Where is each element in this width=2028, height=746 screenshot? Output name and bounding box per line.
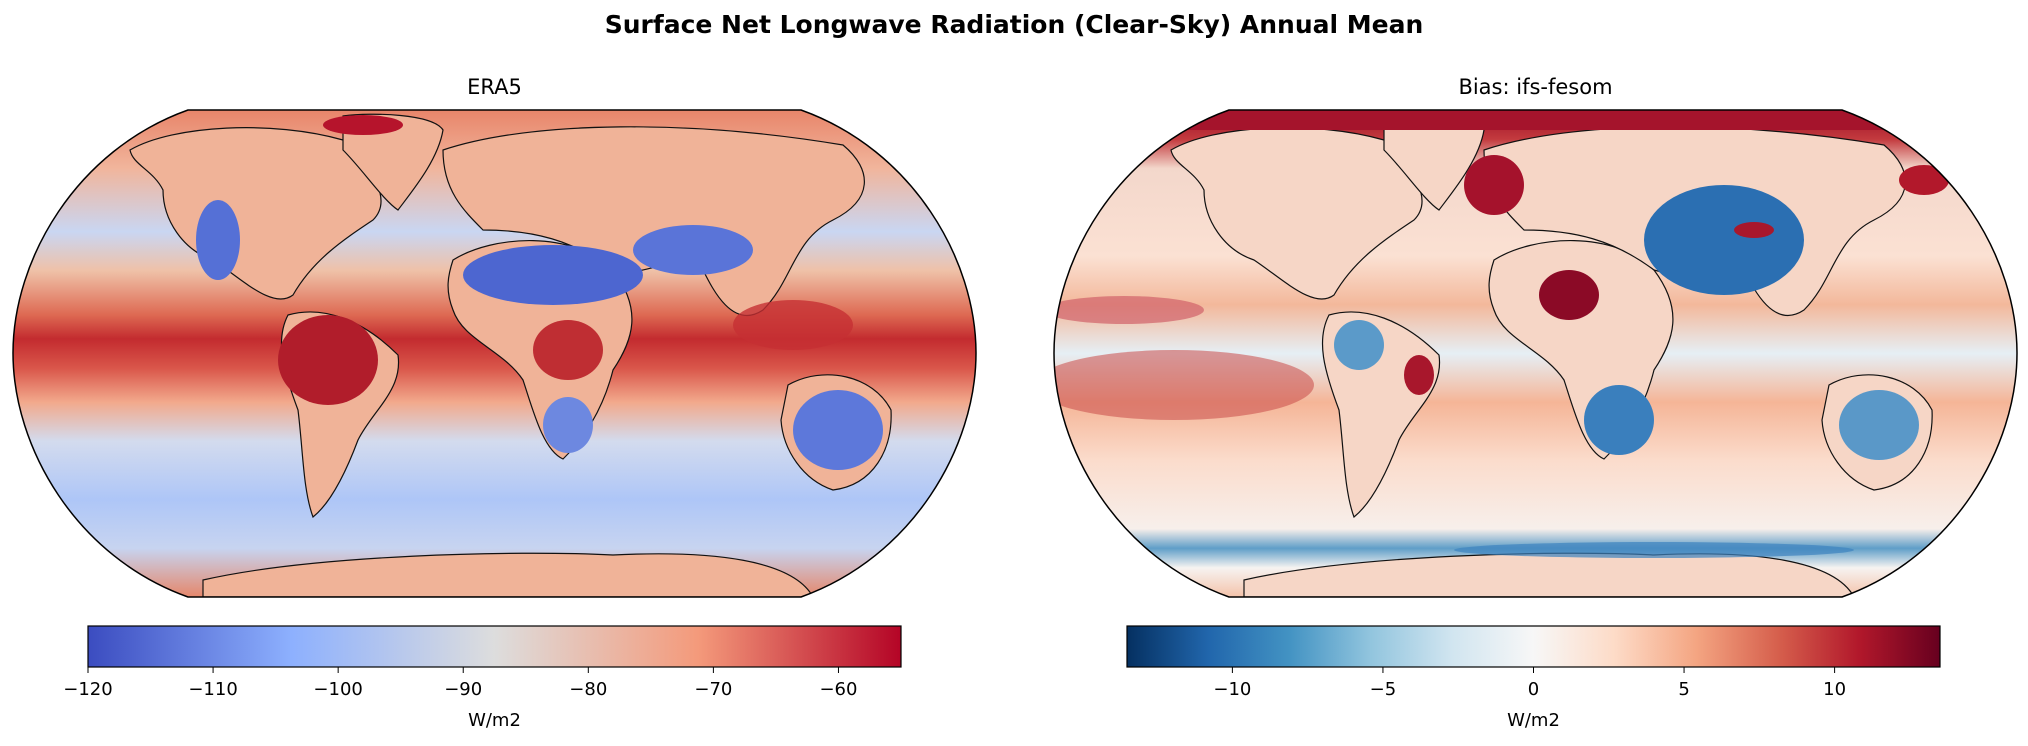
era5-colorbar	[87, 625, 902, 668]
era5-kalahari	[543, 397, 593, 453]
era5-map	[12, 109, 977, 598]
era5-colorbar-tick-label: −100	[313, 679, 362, 700]
bias-arctic	[1054, 110, 2017, 130]
era5-colorbar-tick-label: −110	[188, 679, 237, 700]
bias-colorbar-tick-label: −10	[1213, 679, 1251, 700]
era5-colorbar-tick-label: −120	[63, 679, 112, 700]
right-map-title: Bias: ifs-fesom	[1458, 75, 1613, 99]
era5-western-us	[196, 200, 240, 280]
era5-maritime-continent	[733, 300, 853, 350]
era5-colorbar-tick-label: −60	[819, 679, 857, 700]
bias-east-siberia	[1899, 165, 1949, 195]
bias-southern-africa	[1584, 385, 1654, 455]
bias-brazil-east	[1404, 355, 1434, 395]
bias-colorbar-tick-label: 0	[1528, 679, 1539, 700]
era5-amazon	[278, 315, 378, 405]
bias-colorbar-tick-label: 5	[1678, 679, 1689, 700]
era5-colorbar-tick-label: −90	[444, 679, 482, 700]
bias-colorbar-tick-label: −5	[1370, 679, 1397, 700]
left-map-title: ERA5	[467, 75, 522, 99]
era5-colorbar-ticks: −120 −110 −100 −90 −80 −70 −60	[63, 667, 857, 700]
era5-congo	[533, 320, 603, 380]
figure-title: Surface Net Longwave Radiation (Clear-Sk…	[604, 10, 1424, 39]
era5-sahara-arabia	[463, 245, 643, 305]
era5-colorbar-tick-label: −80	[569, 679, 607, 700]
bias-tibet-india	[1644, 185, 1804, 295]
era5-australia-interior	[793, 390, 883, 470]
bias-colorbar-label: W/m2	[1507, 710, 1560, 731]
bias-australia	[1839, 390, 1919, 460]
bias-colorbar-tick-label: 10	[1823, 679, 1846, 700]
bias-map	[1053, 109, 2018, 598]
bias-amazon	[1334, 320, 1384, 370]
bias-south-pacific	[1054, 350, 1314, 420]
bias-north-atlantic	[1464, 155, 1524, 215]
era5-greenland-north	[323, 115, 403, 135]
era5-colorbar-tick-label: −70	[694, 679, 732, 700]
bias-southern-ocean	[1454, 542, 1854, 558]
bias-sahel	[1539, 270, 1599, 320]
bias-tarim	[1734, 222, 1774, 238]
era5-map-border	[12, 109, 977, 598]
era5-colorbar-label: W/m2	[468, 710, 521, 731]
bias-map-border	[1053, 109, 2018, 598]
bias-eastpacific-band	[1054, 296, 1204, 324]
bias-colorbar-ticks: −10 −5 0 5 10	[1213, 667, 1846, 700]
era5-tibet	[633, 225, 753, 275]
bias-colorbar	[1126, 625, 1941, 668]
